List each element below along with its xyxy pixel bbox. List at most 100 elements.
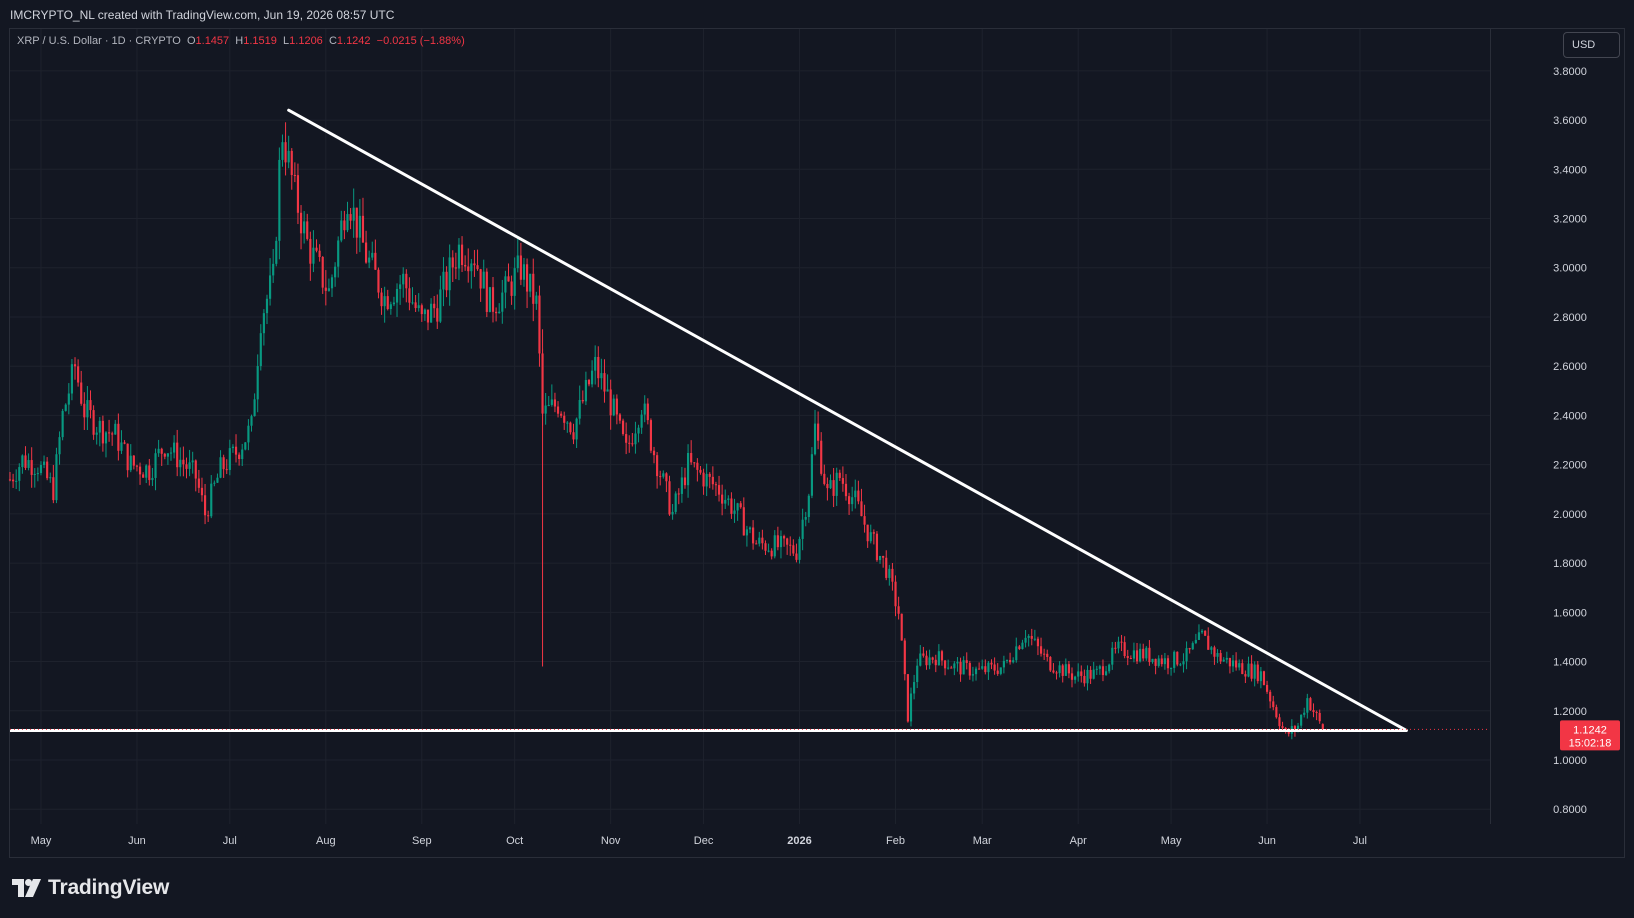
price-tick-label: 2.0000: [1553, 509, 1587, 521]
candle: [1002, 655, 1005, 674]
candle-body: [810, 454, 814, 496]
candle: [699, 465, 702, 475]
candle: [1074, 675, 1077, 684]
candle: [625, 422, 628, 455]
candle-body: [578, 400, 581, 419]
candle: [154, 448, 157, 491]
candle-body: [166, 453, 169, 457]
candle: [1256, 660, 1259, 684]
candle: [953, 661, 956, 676]
candle-body: [668, 481, 671, 515]
candle: [166, 452, 169, 465]
candle-body: [860, 501, 863, 517]
candle: [1182, 653, 1185, 673]
candle: [615, 394, 618, 425]
candle: [1030, 628, 1033, 646]
candle: [355, 207, 358, 254]
candle-body: [1312, 710, 1315, 713]
candle: [882, 555, 885, 568]
candle: [1043, 648, 1046, 660]
candle-body: [210, 483, 213, 517]
candle: [547, 396, 550, 407]
candle: [160, 447, 163, 466]
candle-body: [776, 535, 779, 548]
candle-body: [1005, 660, 1009, 662]
candle-body: [299, 212, 303, 234]
candle-body: [501, 292, 504, 312]
candle-body: [1321, 724, 1324, 730]
candle: [1300, 714, 1303, 729]
candle-body: [272, 263, 275, 276]
candle-body: [460, 244, 464, 265]
candle-body: [70, 364, 74, 394]
candle: [395, 283, 399, 317]
candle: [810, 447, 814, 499]
chart-panel[interactable]: [9, 28, 1625, 858]
candle: [752, 520, 755, 550]
candle: [306, 213, 309, 241]
candle: [1241, 659, 1244, 675]
candle-body: [287, 150, 290, 163]
candle: [296, 163, 300, 225]
candle: [287, 135, 290, 169]
candle-body: [962, 660, 965, 675]
candle: [1312, 703, 1315, 718]
candle-body: [919, 653, 922, 666]
open-label: O: [186, 35, 196, 47]
candle: [683, 467, 687, 489]
candle: [222, 454, 225, 478]
candle-body: [1185, 648, 1188, 662]
candle-body: [823, 473, 826, 484]
candle-body: [1024, 637, 1027, 643]
candle: [591, 360, 594, 388]
candle: [993, 657, 996, 675]
candle: [597, 346, 600, 388]
candle-body: [891, 568, 894, 582]
candle: [1315, 710, 1318, 721]
candle: [721, 484, 724, 516]
candle: [451, 250, 454, 283]
candle: [959, 657, 962, 682]
candle-body: [1210, 647, 1213, 650]
candle-body: [721, 494, 724, 504]
candle: [253, 393, 256, 417]
candle-body: [203, 495, 207, 516]
candle: [126, 443, 129, 478]
price-tick-label: 3.6000: [1553, 115, 1587, 127]
candle-body: [913, 682, 916, 694]
candle-body: [656, 455, 659, 477]
candle: [1015, 637, 1018, 663]
candle-body: [677, 493, 680, 495]
candle-body: [1027, 635, 1030, 638]
candle-body: [847, 496, 851, 505]
tradingview-logo[interactable]: TradingView: [12, 876, 169, 900]
candle: [1191, 641, 1194, 650]
currency-button[interactable]: USD: [1563, 32, 1620, 58]
candle: [1281, 721, 1284, 730]
candle-body: [86, 400, 89, 418]
time-tick-label: Feb: [886, 835, 905, 847]
candle-body: [928, 657, 931, 666]
time-axis: May Jun Jul Aug Sep Oct Nov Dec 2026 Feb Mar Apr May…: [31, 835, 1367, 847]
candle: [191, 451, 194, 474]
price-tag: 1.1242 15:02:18: [1560, 720, 1620, 751]
candle: [1077, 663, 1080, 682]
candle: [1303, 707, 1306, 718]
candle-body: [42, 461, 46, 465]
candle: [560, 411, 563, 418]
candle: [176, 429, 179, 477]
candle: [1216, 649, 1219, 664]
candle: [312, 230, 315, 273]
candle: [1250, 655, 1253, 682]
candle: [83, 392, 86, 430]
candle: [835, 467, 838, 506]
candle-body: [309, 238, 312, 264]
candle-body: [145, 465, 148, 478]
candle-body: [1114, 647, 1117, 649]
candle-body: [1095, 668, 1098, 670]
candle-body: [21, 455, 24, 468]
candle-body: [869, 532, 872, 542]
candle: [1036, 636, 1040, 656]
candle-body: [1052, 670, 1055, 673]
